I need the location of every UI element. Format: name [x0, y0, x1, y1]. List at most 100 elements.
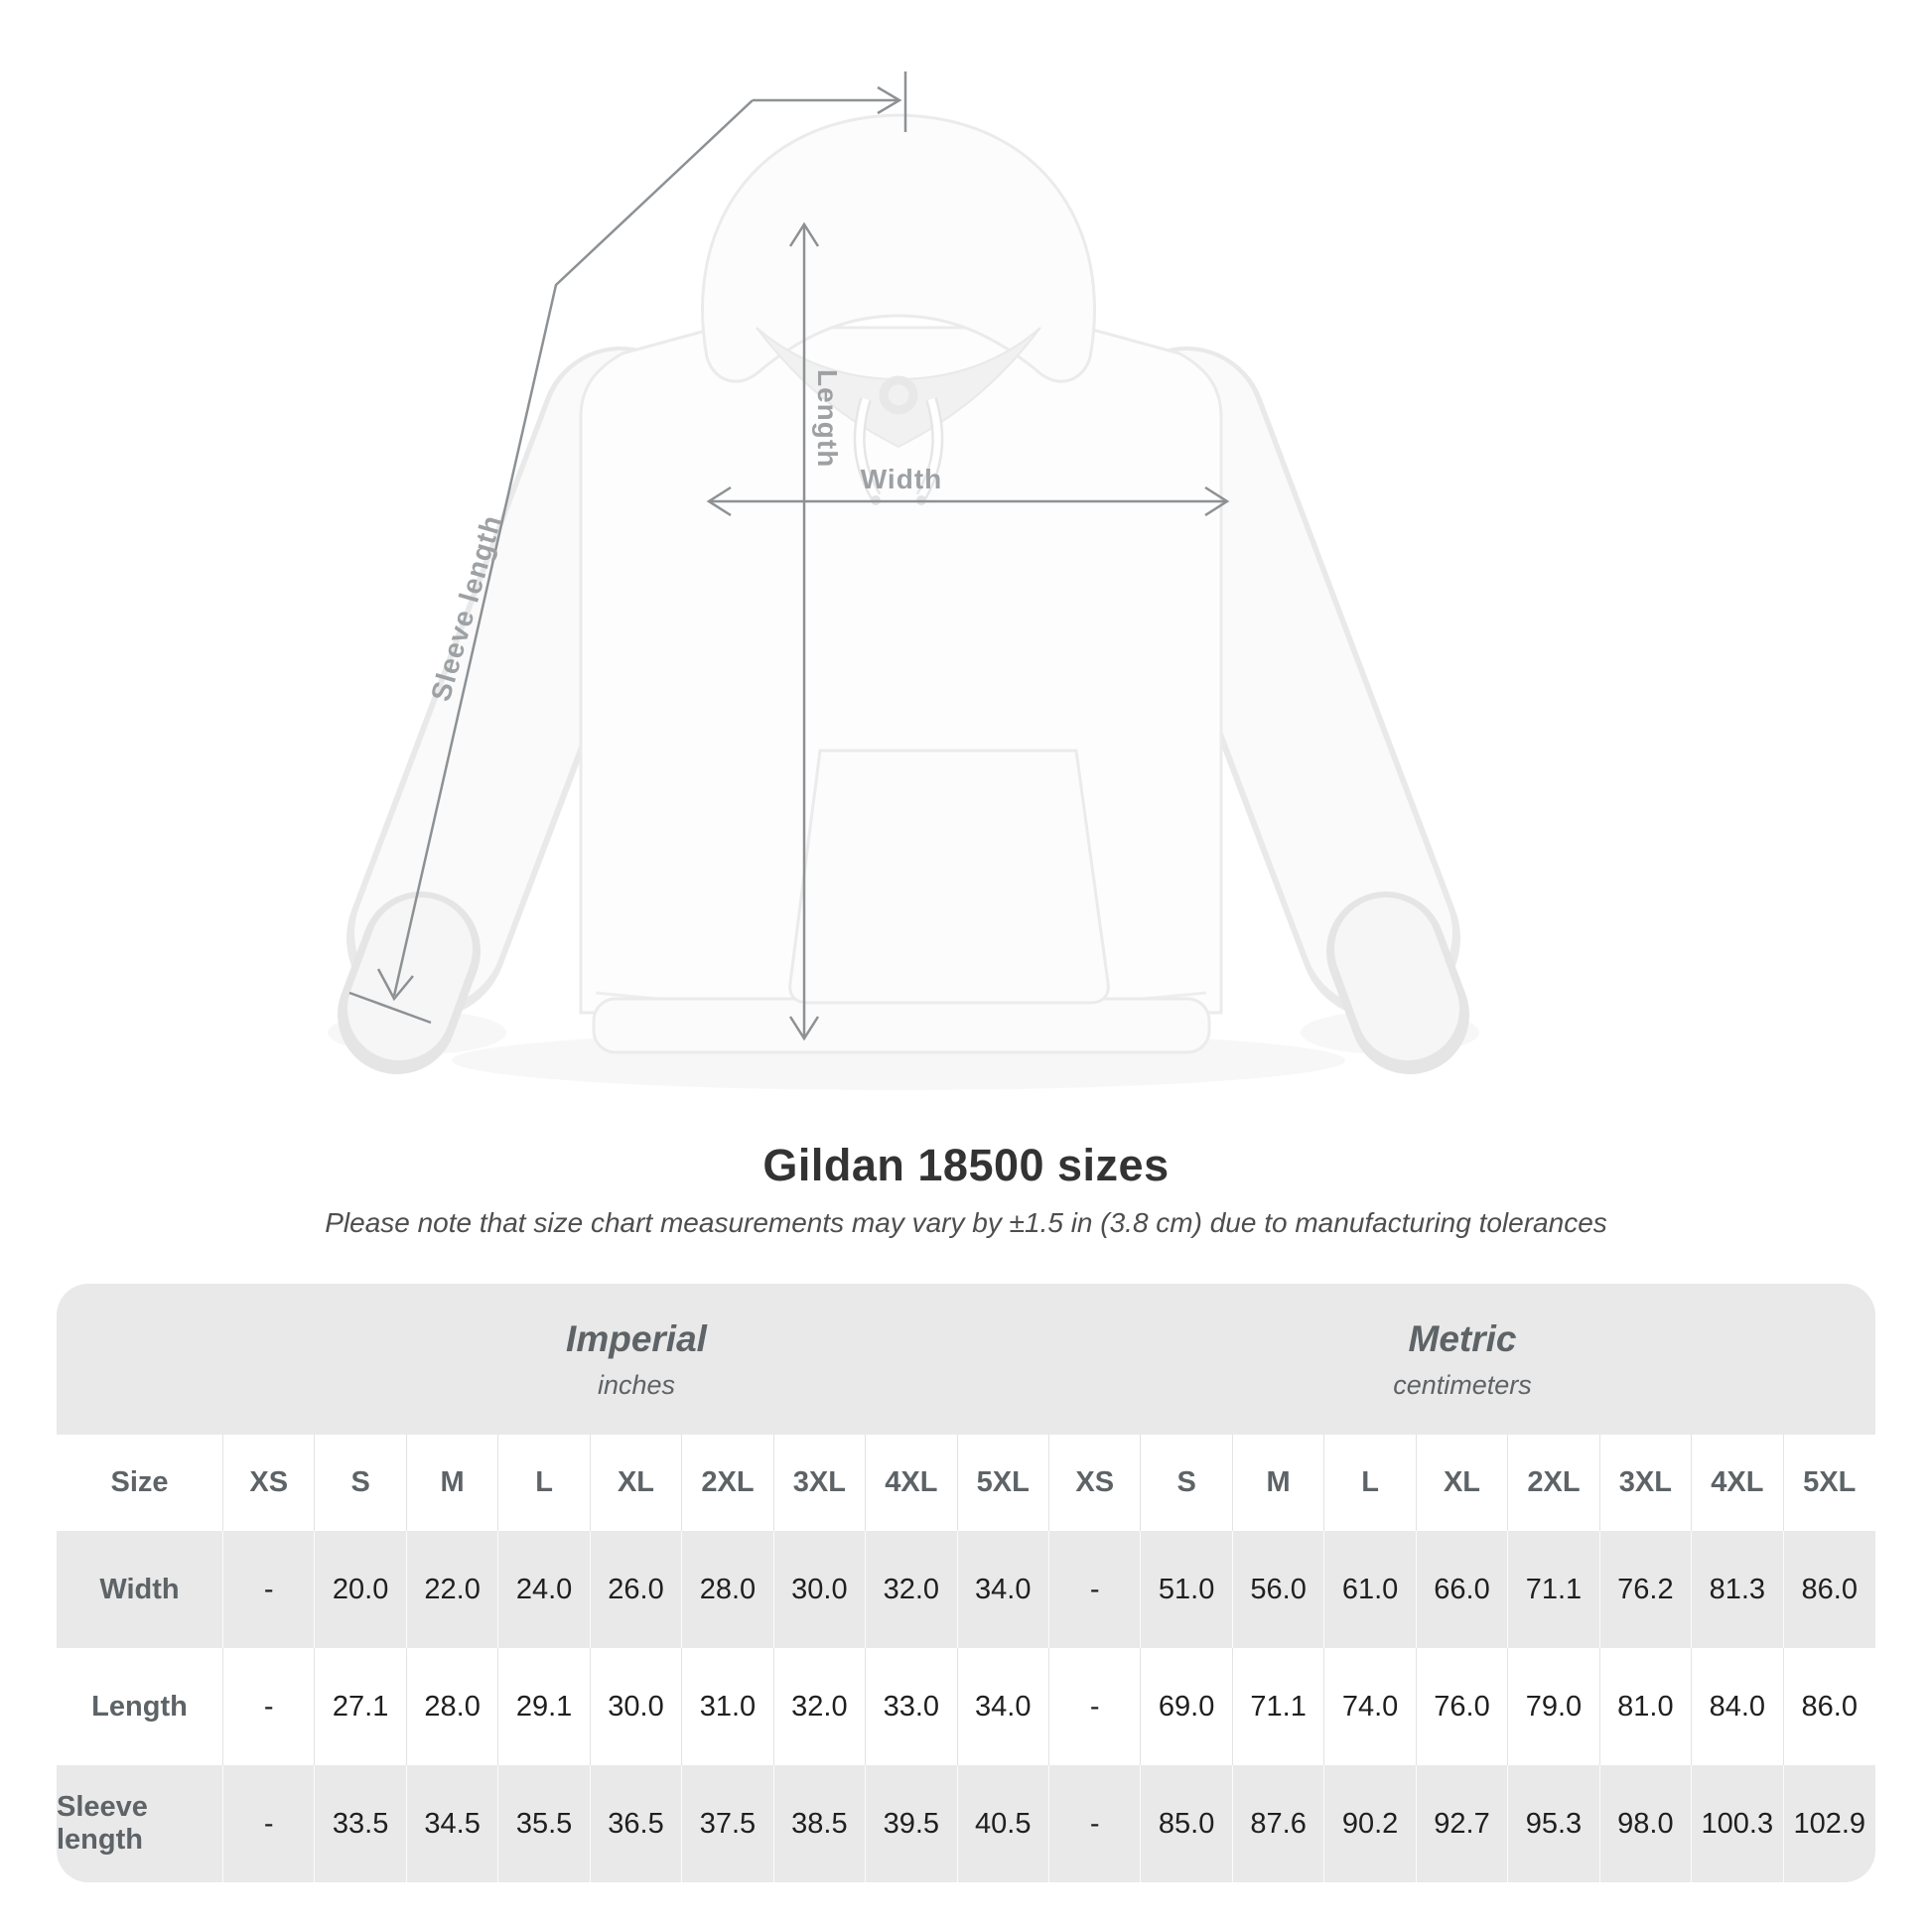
value-cell: 28.0: [682, 1531, 774, 1648]
metric-label: Metric: [1408, 1317, 1517, 1359]
length-label: Length: [812, 369, 843, 468]
value-cell: 30.0: [774, 1531, 867, 1648]
imperial-unit: inches: [597, 1369, 676, 1400]
value-cell: 33.5: [315, 1765, 407, 1882]
value-cell: 81.3: [1692, 1531, 1784, 1648]
value-cell: 76.0: [1417, 1648, 1509, 1765]
row-label: Sleeve length: [57, 1765, 223, 1882]
hoodie-illustration: Sleeve length Length Width: [338, 71, 1469, 1074]
value-cell: 35.5: [498, 1765, 591, 1882]
value-cell: 81.0: [1600, 1648, 1693, 1765]
value-cell: 27.1: [315, 1648, 407, 1765]
size-header: XL: [1417, 1435, 1509, 1531]
value-cell: 95.3: [1508, 1765, 1600, 1882]
value-cell: 31.0: [682, 1648, 774, 1765]
value-cell: 79.0: [1508, 1648, 1600, 1765]
table-row-length: Length - 27.1 28.0 29.1 30.0 31.0 32.0 3…: [57, 1648, 1875, 1765]
size-header: L: [1324, 1435, 1417, 1531]
value-cell: 85.0: [1141, 1765, 1233, 1882]
page-title: Gildan 18500 sizes: [762, 1140, 1170, 1190]
size-table: Imperial inches Metric centimeters Size …: [57, 1284, 1875, 1882]
value-cell: 74.0: [1324, 1648, 1417, 1765]
size-header: XS: [1049, 1435, 1142, 1531]
value-cell: 26.0: [591, 1531, 683, 1648]
imperial-label: Imperial: [566, 1317, 707, 1359]
length-arrow: [788, 221, 820, 1041]
value-cell: 98.0: [1600, 1765, 1693, 1882]
value-cell: 39.5: [866, 1765, 958, 1882]
value-cell: 61.0: [1324, 1531, 1417, 1648]
hood-opening: [756, 327, 1041, 449]
heading-block: Gildan 18500 sizes Please note that size…: [0, 1140, 1932, 1239]
value-cell: 24.0: [498, 1531, 591, 1648]
value-cell: 51.0: [1141, 1531, 1233, 1648]
metric-unit: centimeters: [1393, 1369, 1532, 1400]
measurement-arrows: [348, 71, 1230, 1041]
value-cell: -: [1049, 1531, 1142, 1648]
size-header: 3XL: [1600, 1435, 1693, 1531]
row-label: Length: [57, 1648, 223, 1765]
width-arrow: [706, 485, 1230, 517]
drawstrings: [853, 375, 944, 505]
width-label: Width: [861, 464, 943, 494]
value-cell: 40.5: [958, 1765, 1049, 1882]
size-column-header: Size: [57, 1435, 223, 1531]
value-cell: -: [1049, 1765, 1142, 1882]
size-header: 5XL: [1803, 1466, 1857, 1498]
value-cell: 36.5: [591, 1765, 683, 1882]
value-cell: 20.0: [315, 1531, 407, 1648]
value-cell: 86.0: [1801, 1573, 1858, 1605]
value-cell: 102.9: [1793, 1807, 1866, 1840]
value-cell: 30.0: [591, 1648, 683, 1765]
size-header: 4XL: [1692, 1435, 1784, 1531]
value-cell: 29.1: [498, 1648, 591, 1765]
value-cell: 34.5: [407, 1765, 499, 1882]
table-row-sleeve-length: Sleeve length - 33.5 34.5 35.5 36.5 37.5…: [57, 1765, 1875, 1882]
value-cell: 32.0: [774, 1648, 867, 1765]
value-cell: 28.0: [407, 1648, 499, 1765]
value-cell: 22.0: [407, 1531, 499, 1648]
hem-band: [592, 997, 1211, 1054]
value-cell: 90.2: [1324, 1765, 1417, 1882]
unit-group-metric: Metric centimeters: [1049, 1318, 1875, 1401]
size-header: 3XL: [774, 1435, 867, 1531]
size-header: 2XL: [1508, 1435, 1600, 1531]
size-header: 4XL: [866, 1435, 958, 1531]
unit-header-row: Imperial inches Metric centimeters: [57, 1284, 1875, 1435]
hoodie-measurement-diagram: Sleeve length Length Width: [338, 71, 1469, 1074]
value-cell: 66.0: [1417, 1531, 1509, 1648]
kangaroo-pocket: [788, 749, 1110, 1005]
size-header-row: Size XS S M L XL 2XL 3XL 4XL 5XL XS S M …: [57, 1435, 1875, 1531]
size-header: L: [498, 1435, 591, 1531]
sleeve-length-arrow: [348, 71, 907, 1025]
value-cell: 86.0: [1801, 1690, 1858, 1723]
value-cell: 71.1: [1233, 1648, 1325, 1765]
value-cell: -: [223, 1765, 316, 1882]
value-cell: 69.0: [1141, 1648, 1233, 1765]
unit-group-imperial: Imperial inches: [223, 1318, 1049, 1401]
value-cell: 71.1: [1508, 1531, 1600, 1648]
size-header: XS: [223, 1435, 316, 1531]
value-cell: 56.0: [1233, 1531, 1325, 1648]
size-header: M: [1233, 1435, 1325, 1531]
value-cell: 34.0: [958, 1531, 1049, 1648]
size-header: XL: [591, 1435, 683, 1531]
table-row-width: Width - 20.0 22.0 24.0 26.0 28.0 30.0 32…: [57, 1531, 1875, 1648]
value-cell: 34.0: [958, 1648, 1049, 1765]
value-cell: 37.5: [682, 1765, 774, 1882]
size-header: S: [1141, 1435, 1233, 1531]
size-header: 5XL: [958, 1435, 1049, 1531]
hood: [701, 113, 1096, 383]
value-cell: 76.2: [1600, 1531, 1693, 1648]
page-subtitle: Please note that size chart measurements…: [325, 1207, 1607, 1238]
value-cell: 100.3: [1692, 1765, 1784, 1882]
size-header: M: [407, 1435, 499, 1531]
row-label: Width: [57, 1531, 223, 1648]
value-cell: 38.5: [774, 1765, 867, 1882]
size-header: S: [315, 1435, 407, 1531]
value-cell: 33.0: [866, 1648, 958, 1765]
value-cell: 84.0: [1692, 1648, 1784, 1765]
value-cell: -: [223, 1531, 316, 1648]
value-cell: -: [1049, 1648, 1142, 1765]
